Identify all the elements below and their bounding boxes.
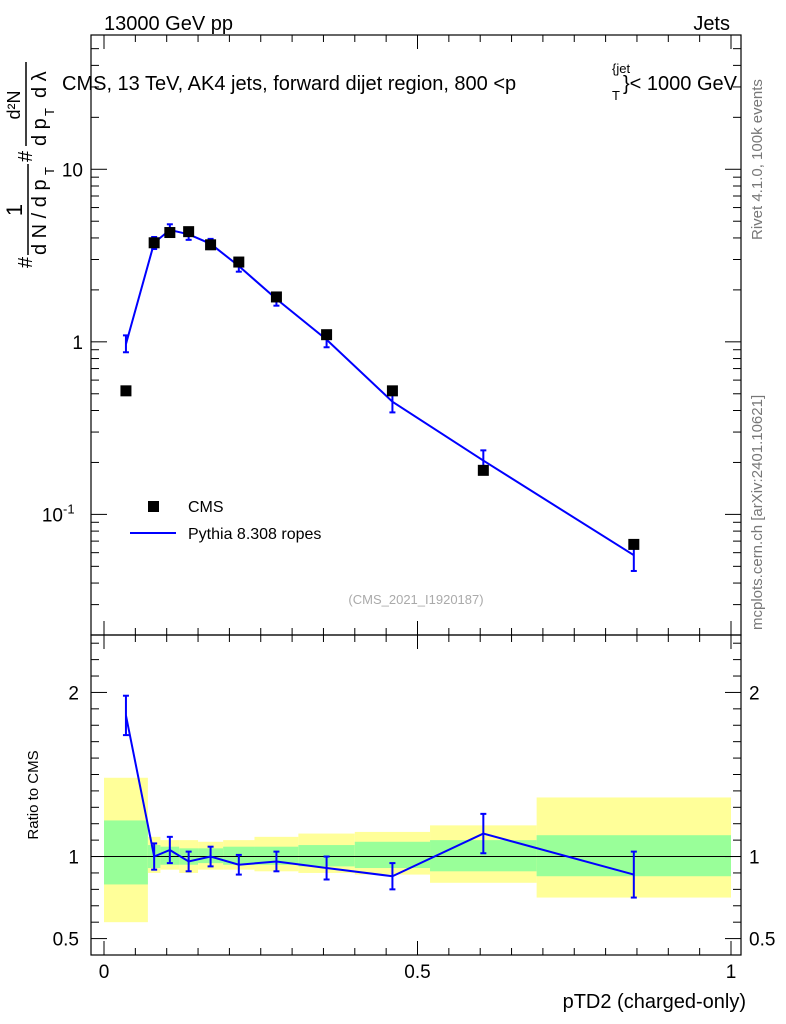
ylabel-dl: d λ <box>29 71 51 98</box>
ratio-ytick-label-right: 2 <box>749 683 760 704</box>
ylabel-t2: T <box>42 108 57 116</box>
mcplots-label: mcplots.cern.ch [arXiv:2401.10621] <box>749 395 766 630</box>
ylabel-hash: # <box>15 256 37 268</box>
ratio-plot: 0.5 0.5 1 1 2 2 <box>53 634 775 956</box>
legend-data-marker <box>148 501 159 512</box>
cms-data-point <box>386 385 398 397</box>
cms-data-point <box>477 464 489 476</box>
ratio-frame <box>90 634 742 956</box>
main-ylabel: # 1 d N / d p T # d²N d p T d λ <box>2 62 57 268</box>
chart-title: CMS, 13 TeV, AK4 jets, forward dijet reg… <box>62 61 738 103</box>
analysis-watermark: (CMS_2021_I1920187) <box>348 592 483 607</box>
ylabel-t: T <box>42 167 57 175</box>
ratio-ytick-label-right: 1 <box>749 848 760 869</box>
ylabel-dn: d N / d p <box>29 179 51 255</box>
x-tick-label: 0 <box>99 962 110 983</box>
ratio-ytick-label-left: 0.5 <box>53 930 79 951</box>
header-right: Jets <box>693 13 730 35</box>
cms-data-point <box>233 256 245 268</box>
ratio-ytick-label-left: 1 <box>68 848 79 869</box>
cms-data-point <box>205 239 217 251</box>
ratio-ylabel: Ratio to CMS <box>25 750 42 839</box>
header-left: 13000 GeV pp <box>104 13 233 35</box>
x-tick-label: 0.5 <box>404 962 430 983</box>
main-ytick-exp: -1 <box>63 501 75 516</box>
ylabel-one: 1 <box>2 204 27 216</box>
x-axis-label: pTD2 (charged-only) <box>563 991 746 1013</box>
legend-data-label: CMS <box>188 499 224 516</box>
title-sup: {jet <box>612 61 630 76</box>
legend: CMS Pythia 8.308 ropes <box>130 499 321 543</box>
main-ytick-label: 1 <box>72 333 83 354</box>
cms-data-point <box>270 291 282 303</box>
cms-data-point <box>183 226 195 238</box>
cms-data-point <box>321 329 333 341</box>
title-tail: }< 1000 GeV <box>623 73 738 95</box>
ylabel-d2n: d²N <box>4 90 24 119</box>
x-tick-label: 1 <box>726 962 737 983</box>
cms-data-point <box>628 538 640 550</box>
title-sub: T <box>612 88 620 103</box>
main-frame <box>90 34 742 636</box>
ratio-band-inner <box>104 820 148 885</box>
cms-data-point <box>120 385 132 397</box>
cms-data-point <box>148 237 160 249</box>
ratio-ytick-label-left: 2 <box>68 683 79 704</box>
ylabel-hash2: # <box>15 150 37 162</box>
ratio-ytick-label-right: 0.5 <box>749 930 775 951</box>
main-ytick-label: 10 <box>42 505 63 526</box>
cms-data-point <box>164 227 176 239</box>
title-main: CMS, 13 TeV, AK4 jets, forward dijet reg… <box>62 73 516 95</box>
ylabel-dpt: d p <box>29 118 51 146</box>
rivet-label: Rivet 4.1.0, 100k events <box>749 79 766 240</box>
legend-mc-label: Pythia 8.308 ropes <box>188 526 321 543</box>
main-ytick-label: 10 <box>62 160 83 181</box>
